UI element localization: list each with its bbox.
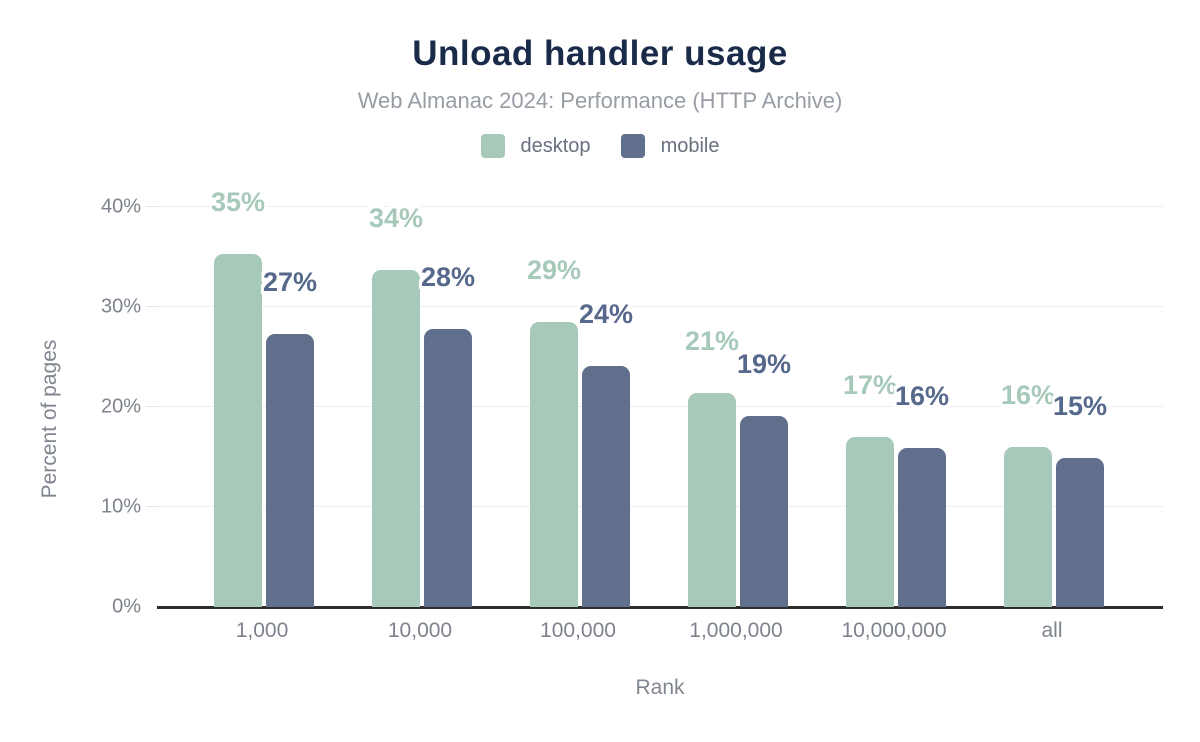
bar-label-desktop-3: 21%	[684, 326, 740, 356]
bar-label-mobile-1: 28%	[420, 262, 476, 292]
x-tick-label-4: 10,000,000	[841, 619, 947, 642]
y-tick-label-30: 30%	[100, 295, 141, 318]
gridline-40	[157, 206, 1163, 207]
bar-label-mobile-0: 27%	[262, 267, 318, 297]
bar-label-desktop-1: 34%	[368, 203, 424, 233]
bar-label-mobile-3: 19%	[736, 349, 792, 379]
y-tick-label-20: 20%	[100, 395, 141, 418]
bar-desktop-4	[846, 437, 894, 607]
x-tick-label-5: all	[1041, 619, 1063, 642]
bar-desktop-5	[1004, 447, 1052, 607]
bar-label-mobile-4: 16%	[894, 381, 950, 411]
gridline-10	[157, 506, 1163, 507]
legend: desktop mobile	[0, 134, 1200, 158]
bar-desktop-0	[214, 254, 262, 607]
bar-mobile-1	[424, 329, 472, 607]
bar-desktop-3	[688, 393, 736, 607]
bar-label-mobile-5: 15%	[1052, 391, 1108, 421]
x-tick-label-1: 10,000	[387, 619, 453, 642]
y-tick-label-10: 10%	[100, 495, 141, 518]
bar-mobile-4	[898, 448, 946, 607]
bar-label-desktop-4: 17%	[842, 370, 898, 400]
y-tick-label-40: 40%	[100, 195, 141, 218]
y-tick-mark-10	[146, 506, 157, 507]
legend-item-desktop: desktop	[480, 134, 591, 158]
legend-label-mobile: mobile	[660, 134, 720, 157]
bar-desktop-1	[372, 270, 420, 607]
y-tick-mark-30	[146, 306, 157, 307]
y-tick-label-0: 0%	[112, 595, 141, 618]
bar-mobile-0	[266, 334, 314, 607]
legend-item-mobile: mobile	[620, 134, 720, 158]
bar-label-desktop-2: 29%	[526, 255, 582, 285]
gridline-20	[157, 406, 1163, 407]
x-tick-label-3: 1,000,000	[689, 619, 783, 642]
x-tick-label-2: 100,000	[540, 619, 616, 642]
bar-mobile-3	[740, 416, 788, 607]
bar-label-desktop-5: 16%	[1000, 380, 1056, 410]
plot-area: Rank 0% 10% 20% 30% 40% 35% 27% 1,000 34% 28% 10,0…	[101, 187, 1163, 699]
y-axis-title: Percent of pages	[38, 339, 61, 499]
x-axis-line	[157, 606, 1163, 609]
x-axis-title: Rank	[635, 676, 685, 699]
mobile-swatch-icon	[620, 134, 645, 158]
legend-label-desktop: desktop	[520, 134, 591, 157]
chart-subtitle: Web Almanac 2024: Performance (HTTP Arch…	[357, 88, 843, 113]
chart-title: Unload handler usage	[412, 34, 788, 73]
gridline-30	[157, 306, 1163, 307]
bar-mobile-2	[582, 366, 630, 607]
bar-desktop-2	[530, 322, 578, 607]
x-tick-label-0: 1,000	[235, 619, 289, 642]
bar-label-mobile-2: 24%	[578, 299, 634, 329]
bar-mobile-5	[1056, 458, 1104, 607]
y-tick-mark-20	[146, 406, 157, 407]
y-tick-mark-40	[146, 206, 157, 207]
bar-label-desktop-0: 35%	[210, 187, 266, 217]
desktop-swatch-icon	[480, 134, 505, 158]
